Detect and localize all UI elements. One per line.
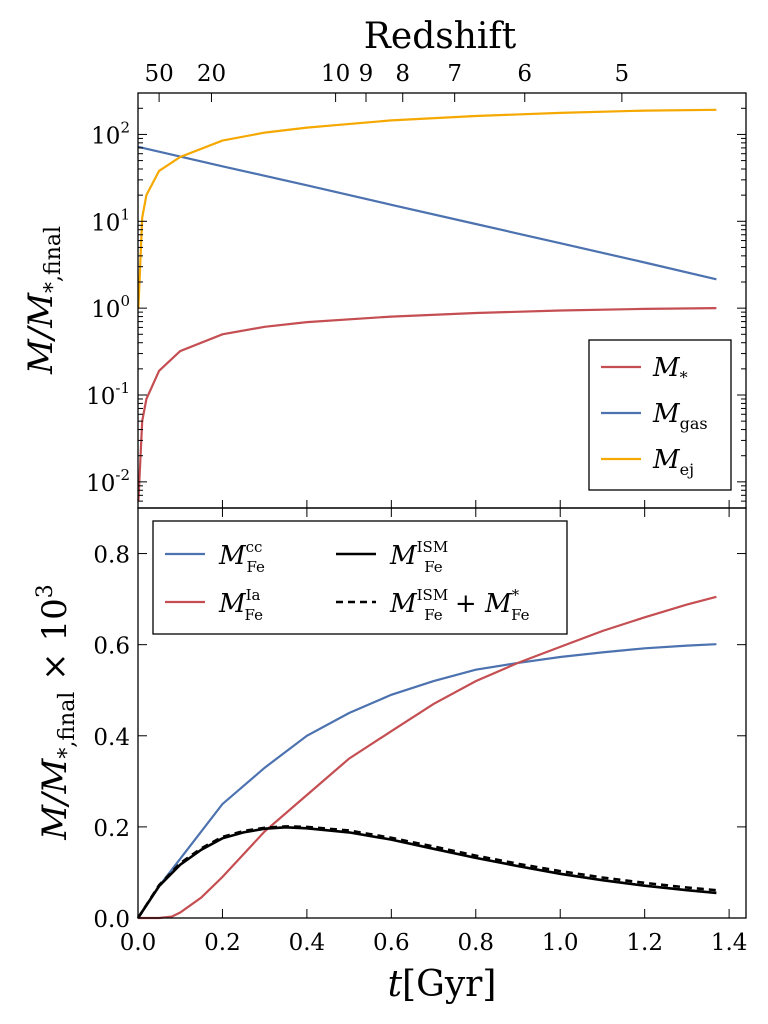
legend-entry: MIa Fe xyxy=(218,586,263,624)
series-line-mgas xyxy=(137,145,717,281)
ytick-label: 10-2 xyxy=(86,466,130,497)
legend-entry: M* xyxy=(652,353,688,387)
redshift-tick-label: 7 xyxy=(447,61,462,87)
legend-entry: Mej xyxy=(652,445,694,479)
ytick-label: 0.0 xyxy=(93,907,130,933)
legend-box-top xyxy=(588,339,732,491)
series-line-mej xyxy=(137,108,717,309)
axis-labels: Redshift xyxy=(364,16,517,57)
redshift-tick-label: 8 xyxy=(395,61,410,87)
legend-entry: Mcc Fe xyxy=(218,538,265,576)
redshift-tick-label: 6 xyxy=(517,61,532,87)
ytick-label: 101 xyxy=(91,205,130,236)
ytick-label: 10-1 xyxy=(86,379,130,410)
series-line-m xyxy=(137,307,717,502)
xtick-label: 0.4 xyxy=(289,930,326,956)
xtick-label: 0.0 xyxy=(120,930,157,956)
redshift-tick-label: 5 xyxy=(615,61,630,87)
bottom-panel: 0.0 0.2 0.4 0.6 0.8 0.0 0.2 0.4 0.6 0.8 1.0 1.2 1.4 M… xyxy=(33,507,748,1005)
redshift-tick-label: 20 xyxy=(197,61,226,87)
bottom-panel-frame xyxy=(137,507,747,919)
series-line-mfeia xyxy=(138,595,717,920)
legend-entry: Mgas xyxy=(652,399,708,433)
redshift-tick-label: 9 xyxy=(359,61,374,87)
xtick-label: 1.4 xyxy=(711,930,748,956)
legend-entry: MISM Fe xyxy=(389,538,448,576)
ylabel-top: M/M*,final xyxy=(21,226,66,375)
ylabel-bottom: M/M*,final × 103 xyxy=(33,584,80,840)
ytick-label: 0.2 xyxy=(93,816,130,842)
legend-entry: MISM Fe + M* Fe xyxy=(389,586,530,624)
ytick-label: 102 xyxy=(91,118,130,149)
top-panel: 10-2 10-1 100 101 102 50 20 10 9 8 7 6 5 M* Mgas Mej M/M… xyxy=(21,61,747,509)
top-axis-label: Redshift xyxy=(364,16,517,57)
series-line-mfecc xyxy=(137,643,717,919)
xtick-label: 1.0 xyxy=(542,930,579,956)
redshift-tick-label: 50 xyxy=(144,61,173,87)
ytick-label: 100 xyxy=(91,292,130,323)
xlabel-bottom: t[Gyr] xyxy=(388,964,497,1005)
ytick-label: 0.8 xyxy=(93,543,130,569)
xtick-label: 0.2 xyxy=(204,930,241,956)
xtick-label: 0.6 xyxy=(373,930,410,956)
ytick-label: 0.4 xyxy=(93,725,130,751)
legend-box-bottom xyxy=(152,520,568,635)
series-line-mfeismmfe xyxy=(136,825,717,919)
xtick-label: 0.8 xyxy=(457,930,494,956)
series-line-mfeism xyxy=(136,825,717,919)
ytick-label: 0.6 xyxy=(93,634,130,660)
xtick-label: 1.2 xyxy=(626,930,663,956)
redshift-tick-label: 10 xyxy=(321,61,350,87)
